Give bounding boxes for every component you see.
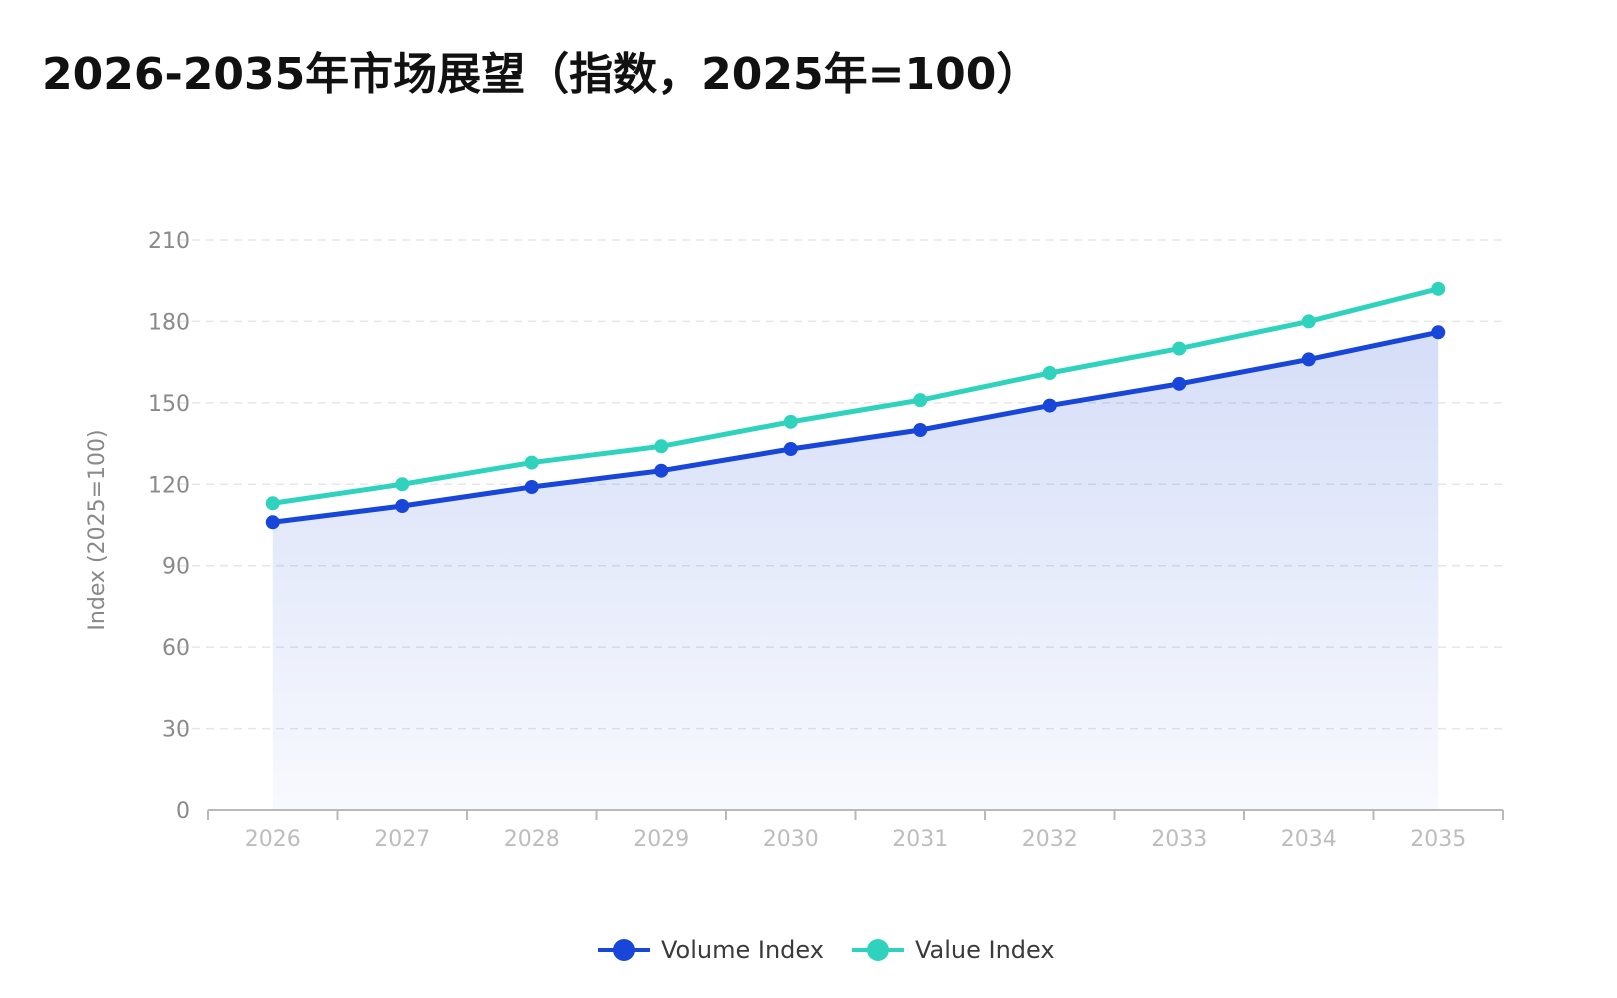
series-line-2	[270, 286, 1441, 506]
y-tick-label: 0	[176, 799, 190, 824]
chart-title: 2026-2035年市场展望（指数，2025年=100）	[42, 49, 1041, 100]
y-axis-title: Index (2025=100)	[85, 429, 110, 630]
data-point[interactable]	[265, 496, 280, 511]
data-point[interactable]	[1431, 325, 1446, 340]
data-point[interactable]	[395, 499, 410, 513]
y-tick-label: 180	[148, 310, 190, 335]
legend[interactable]: Volume Index Value Index	[598, 936, 1055, 964]
data-point[interactable]	[1431, 281, 1446, 296]
x-tick-label: 2026	[245, 827, 301, 852]
data-point[interactable]	[654, 439, 669, 454]
data-point[interactable]	[1301, 352, 1316, 367]
legend-swatch-marker	[866, 939, 889, 961]
x-tick-label: 2034	[1281, 827, 1337, 852]
y-tick-label: 30	[162, 718, 190, 743]
y-tick-label: 210	[148, 229, 190, 254]
data-point[interactable]	[1172, 341, 1187, 356]
data-point[interactable]	[524, 455, 539, 470]
y-tick-label: 60	[162, 636, 190, 661]
legend-label: Volume Index	[661, 936, 824, 964]
legend-item-2[interactable]: Value Index	[851, 936, 1055, 964]
legend-item-1[interactable]: Volume Index	[598, 936, 824, 964]
data-point[interactable]	[265, 515, 280, 530]
data-point[interactable]	[1042, 366, 1057, 380]
series-layer	[265, 281, 1446, 530]
data-point[interactable]	[1042, 398, 1057, 413]
data-point[interactable]	[783, 414, 798, 429]
x-tick-label: 2029	[633, 827, 689, 852]
data-point[interactable]	[1172, 376, 1187, 391]
data-point[interactable]	[1301, 314, 1316, 329]
legend-label: Value Index	[915, 936, 1055, 964]
x-tick-label: 2033	[1151, 827, 1207, 852]
y-tick-label: 120	[148, 473, 190, 498]
data-point[interactable]	[524, 480, 539, 494]
x-tick-label: 2035	[1410, 827, 1466, 852]
data-point[interactable]	[783, 442, 798, 456]
data-point[interactable]	[654, 463, 669, 478]
area-layer	[272, 332, 1439, 810]
data-point[interactable]	[913, 393, 928, 408]
x-tick-label: 2032	[1022, 827, 1078, 852]
x-tick-label: 2031	[892, 827, 948, 852]
x-tick-label: 2027	[374, 827, 430, 852]
y-tick-label: 90	[162, 555, 190, 580]
series-area-1	[272, 332, 1439, 810]
x-tick-label: 2030	[763, 827, 819, 852]
axes: 0 30 60 90 120 150 180 210 Index (2025=100) 2026 2…	[85, 229, 1504, 852]
x-tick-label: 2028	[504, 827, 560, 852]
legend-swatch-marker	[613, 939, 635, 961]
data-point[interactable]	[913, 423, 928, 437]
series-line-1	[270, 329, 1441, 525]
data-point[interactable]	[395, 477, 410, 492]
y-tick-label: 150	[148, 392, 190, 417]
